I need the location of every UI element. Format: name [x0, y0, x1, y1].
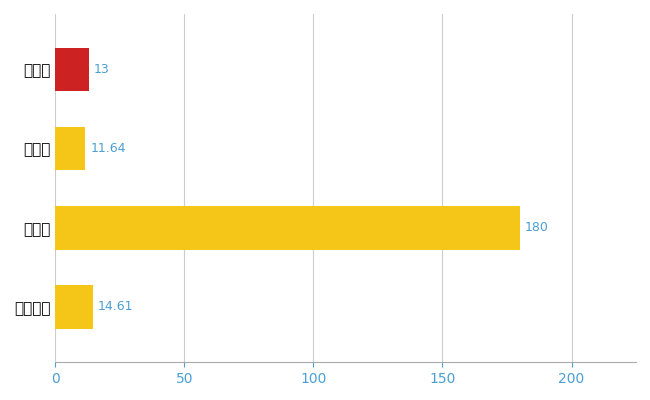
Text: 180: 180: [525, 221, 549, 234]
Bar: [55, 206, 520, 250]
Bar: [55, 127, 85, 170]
Text: 13: 13: [94, 63, 110, 76]
Bar: [55, 48, 89, 91]
Text: 11.64: 11.64: [90, 142, 126, 155]
Bar: [55, 285, 93, 329]
Text: 14.61: 14.61: [98, 300, 134, 314]
